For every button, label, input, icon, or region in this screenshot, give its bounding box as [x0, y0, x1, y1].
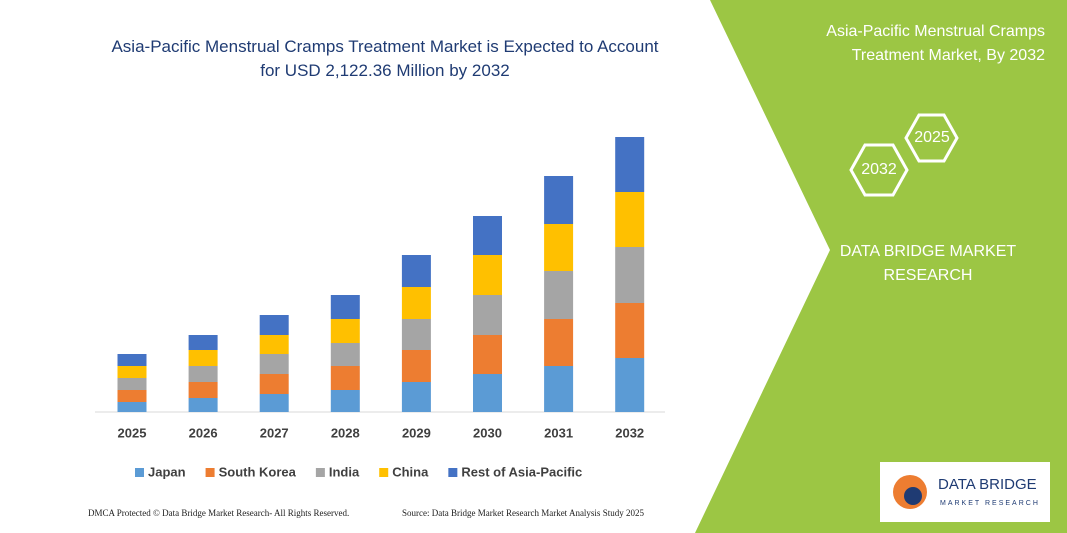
bar-segment: [117, 402, 147, 412]
bar-segment: [188, 366, 218, 382]
bar-segment: [117, 366, 147, 378]
legend-swatch: [135, 468, 144, 477]
logo-tagline: MARKET RESEARCH: [940, 500, 1040, 507]
bar-segment: [259, 354, 289, 374]
bar-segment: [330, 319, 360, 343]
legend-label: South Korea: [219, 464, 297, 479]
bar-segment: [401, 287, 431, 319]
hex-label: 2025: [914, 129, 950, 146]
bar-segment: [473, 374, 502, 412]
x-tick-label: 2030: [473, 425, 502, 440]
x-tick-label: 2027: [260, 425, 289, 440]
panel-brand: DATA BRIDGE MARKET RESEARCH: [840, 243, 1017, 284]
bar-segment: [401, 350, 431, 382]
bar-segment: [117, 354, 147, 366]
bar-segment: [188, 398, 218, 412]
x-tick-label: 2031: [544, 425, 573, 440]
legend-swatch: [379, 468, 389, 477]
bar-segment: [544, 224, 574, 271]
bar-segment: [544, 176, 574, 224]
bar-segment: [615, 247, 645, 303]
bar-segment: [259, 374, 289, 394]
legend-label: Japan: [148, 464, 186, 479]
bar-segment: [473, 216, 502, 255]
x-tick-label: 2025: [118, 425, 147, 440]
legend-label: India: [329, 464, 360, 479]
side-panel: [695, 0, 1067, 533]
bar-segment: [401, 382, 431, 412]
footer-left: DMCA Protected © Data Bridge Market Rese…: [88, 508, 349, 518]
bar-segment: [615, 303, 645, 358]
hex-label: 2032: [861, 161, 897, 178]
bar-segment: [259, 335, 289, 354]
bar-segment: [544, 271, 574, 319]
chart-title: Asia-Pacific Menstrual Cramps Treatment …: [111, 37, 658, 80]
footer-right: Source: Data Bridge Market Research Mark…: [402, 508, 644, 518]
legend-label: Rest of Asia-Pacific: [461, 464, 582, 479]
x-tick-label: 2029: [402, 425, 431, 440]
panel-title: Asia-Pacific Menstrual Cramps Treatment M…: [826, 23, 1045, 64]
bar-segment: [259, 315, 289, 335]
bar-segment: [330, 390, 360, 412]
bar-segment: [401, 255, 431, 287]
hexagon: [904, 113, 959, 163]
x-tick-label: 2026: [189, 425, 218, 440]
bar-segment: [330, 295, 360, 319]
bar-segment: [615, 358, 645, 412]
legend-swatch: [205, 468, 215, 477]
x-tick-label: 2028: [331, 425, 360, 440]
bar-segment: [615, 192, 645, 247]
legend-swatch: [448, 468, 458, 477]
bar-segment: [259, 394, 289, 412]
bar-segment: [117, 378, 147, 390]
bar-segment: [188, 335, 218, 350]
bar-segment: [473, 255, 502, 295]
bar-segment: [473, 335, 502, 374]
bar-segment: [544, 319, 574, 366]
bar-segment: [330, 343, 360, 366]
x-tick-label: 2032: [615, 425, 644, 440]
bar-segment: [615, 137, 645, 192]
bar-segment: [544, 366, 574, 412]
logo-icon: [904, 487, 922, 505]
bar-segment: [330, 366, 360, 390]
bar-segment: [117, 390, 147, 402]
hexagon: [849, 143, 909, 197]
legend-swatch: [315, 468, 325, 477]
bar-segment: [473, 295, 502, 335]
logo-name: DATA BRIDGE: [938, 476, 1037, 493]
bar-segment: [188, 350, 218, 366]
bar-segment: [401, 319, 431, 350]
legend-label: China: [392, 464, 429, 479]
bar-segment: [188, 382, 218, 398]
